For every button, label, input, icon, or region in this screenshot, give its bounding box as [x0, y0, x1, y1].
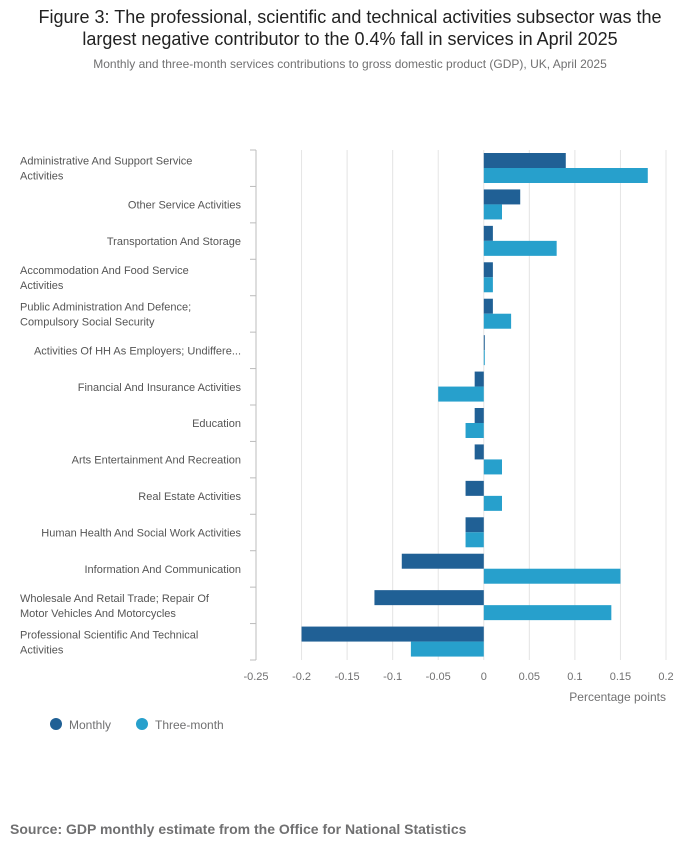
- category-label-line: Activities: [20, 280, 64, 292]
- bar-monthly: [301, 626, 484, 642]
- category-label: Accommodation And Food Service Activities: [20, 265, 189, 292]
- x-tick-label: -0.05: [426, 671, 451, 683]
- bar-three-month: [465, 532, 484, 548]
- bar-three-month: [483, 568, 621, 584]
- bar-monthly: [483, 335, 485, 351]
- chart-subtitle: Monthly and three-month services contrib…: [93, 57, 607, 71]
- x-tick-label: -0.25: [243, 671, 268, 683]
- x-tick-label: -0.2: [292, 671, 311, 683]
- category-label-line: Administrative And Support Service: [20, 156, 192, 168]
- bar-three-month: [483, 240, 557, 256]
- category-axis: Administrative And Support Service Activi…: [20, 149, 257, 661]
- x-tick-label: -0.1: [383, 671, 402, 683]
- value-axis: -0.25 -0.2 -0.15 -0.1 -0.05 0 0.05 0.1 0.15 0.2 Pe…: [243, 671, 673, 704]
- category-label: Activities Of HH As Employers; Undiffere…: [34, 345, 241, 357]
- legend-marker: [136, 718, 148, 730]
- bar-three-month: [483, 459, 502, 475]
- bar-monthly: [465, 480, 484, 496]
- category-label: Administrative And Support Service Activi…: [20, 156, 192, 183]
- category-label-line: Activities: [20, 644, 64, 656]
- bar-three-month: [483, 350, 485, 366]
- bar-monthly: [401, 553, 484, 569]
- legend-label: Monthly: [69, 718, 111, 732]
- category-label-line: Activities: [20, 171, 64, 183]
- category-label: Real Estate Activities: [138, 491, 241, 503]
- category-label-line: Education: [192, 418, 241, 430]
- category-label-line: Human Health And Social Work Activities: [41, 528, 241, 540]
- category-label-line: Wholesale And Retail Trade; Repair Of: [20, 593, 210, 605]
- x-tick-label: 0: [481, 671, 487, 683]
- bar-monthly: [474, 444, 484, 460]
- category-label: Professional Scientific And Technical Act…: [20, 629, 198, 656]
- category-label-line: Motor Vehicles And Motorcycles: [20, 608, 176, 620]
- bar-monthly: [483, 262, 493, 278]
- category-label-line: Transportation And Storage: [107, 236, 241, 248]
- x-tick-label: 0.05: [519, 671, 540, 683]
- category-label: Human Health And Social Work Activities: [41, 528, 241, 540]
- bar-three-month: [410, 641, 484, 657]
- legend: Monthly Three-month: [50, 718, 224, 732]
- bar-monthly: [483, 189, 521, 205]
- bar-three-month: [483, 605, 612, 621]
- category-label-line: Arts Entertainment And Recreation: [72, 455, 241, 467]
- category-label: Public Administration And Defence; Compul…: [20, 301, 191, 328]
- category-label-line: Activities Of HH As Employers; Undiffere…: [34, 345, 241, 357]
- category-label-line: Other Service Activities: [128, 200, 242, 212]
- category-label: Financial And Insurance Activities: [78, 382, 242, 394]
- bar-three-month: [465, 423, 484, 438]
- category-label-line: Public Administration And Defence;: [20, 301, 191, 313]
- category-label-line: Financial And Insurance Activities: [78, 382, 242, 394]
- x-tick-label: 0.1: [567, 671, 582, 683]
- category-label-line: Real Estate Activities: [138, 491, 241, 503]
- chart-title: Figure 3: The professional, scientific a…: [38, 7, 662, 49]
- legend-label: Three-month: [155, 718, 224, 732]
- category-label-line: Accommodation And Food Service: [20, 265, 189, 277]
- bar-monthly: [374, 590, 484, 606]
- bar-three-month: [438, 386, 484, 402]
- x-tick-label: 0.15: [610, 671, 631, 683]
- category-label: Other Service Activities: [128, 200, 242, 212]
- x-tick-label: 0.2: [658, 671, 673, 683]
- category-label: Arts Entertainment And Recreation: [72, 455, 241, 467]
- bar-monthly: [483, 225, 493, 241]
- category-label-line: Professional Scientific And Technical: [20, 629, 198, 641]
- category-label: Wholesale And Retail Trade; Repair Of Mot…: [20, 593, 210, 620]
- bar-three-month: [483, 277, 493, 293]
- x-tick-label: -0.15: [335, 671, 360, 683]
- bar-monthly: [483, 298, 493, 314]
- bar-three-month: [483, 204, 502, 220]
- bar-monthly: [483, 153, 566, 168]
- bar-monthly: [474, 371, 484, 387]
- bar-monthly: [474, 408, 484, 423]
- bars: [301, 153, 648, 657]
- category-label: Education: [192, 418, 241, 430]
- category-label-line: Information And Communication: [84, 564, 241, 576]
- category-label-line: Compulsory Social Security: [20, 316, 155, 328]
- x-axis-label: Percentage points: [569, 690, 666, 704]
- legend-marker: [50, 718, 62, 730]
- category-label: Information And Communication: [84, 564, 241, 576]
- bar-three-month: [483, 168, 648, 183]
- bar-three-month: [483, 495, 502, 511]
- source-note: Source: GDP monthly estimate from the Of…: [10, 821, 467, 837]
- bar-chart: Administrative And Support Service Activi…: [20, 149, 674, 732]
- bar-monthly: [465, 517, 484, 533]
- category-label: Transportation And Storage: [107, 236, 241, 248]
- bar-three-month: [483, 313, 512, 329]
